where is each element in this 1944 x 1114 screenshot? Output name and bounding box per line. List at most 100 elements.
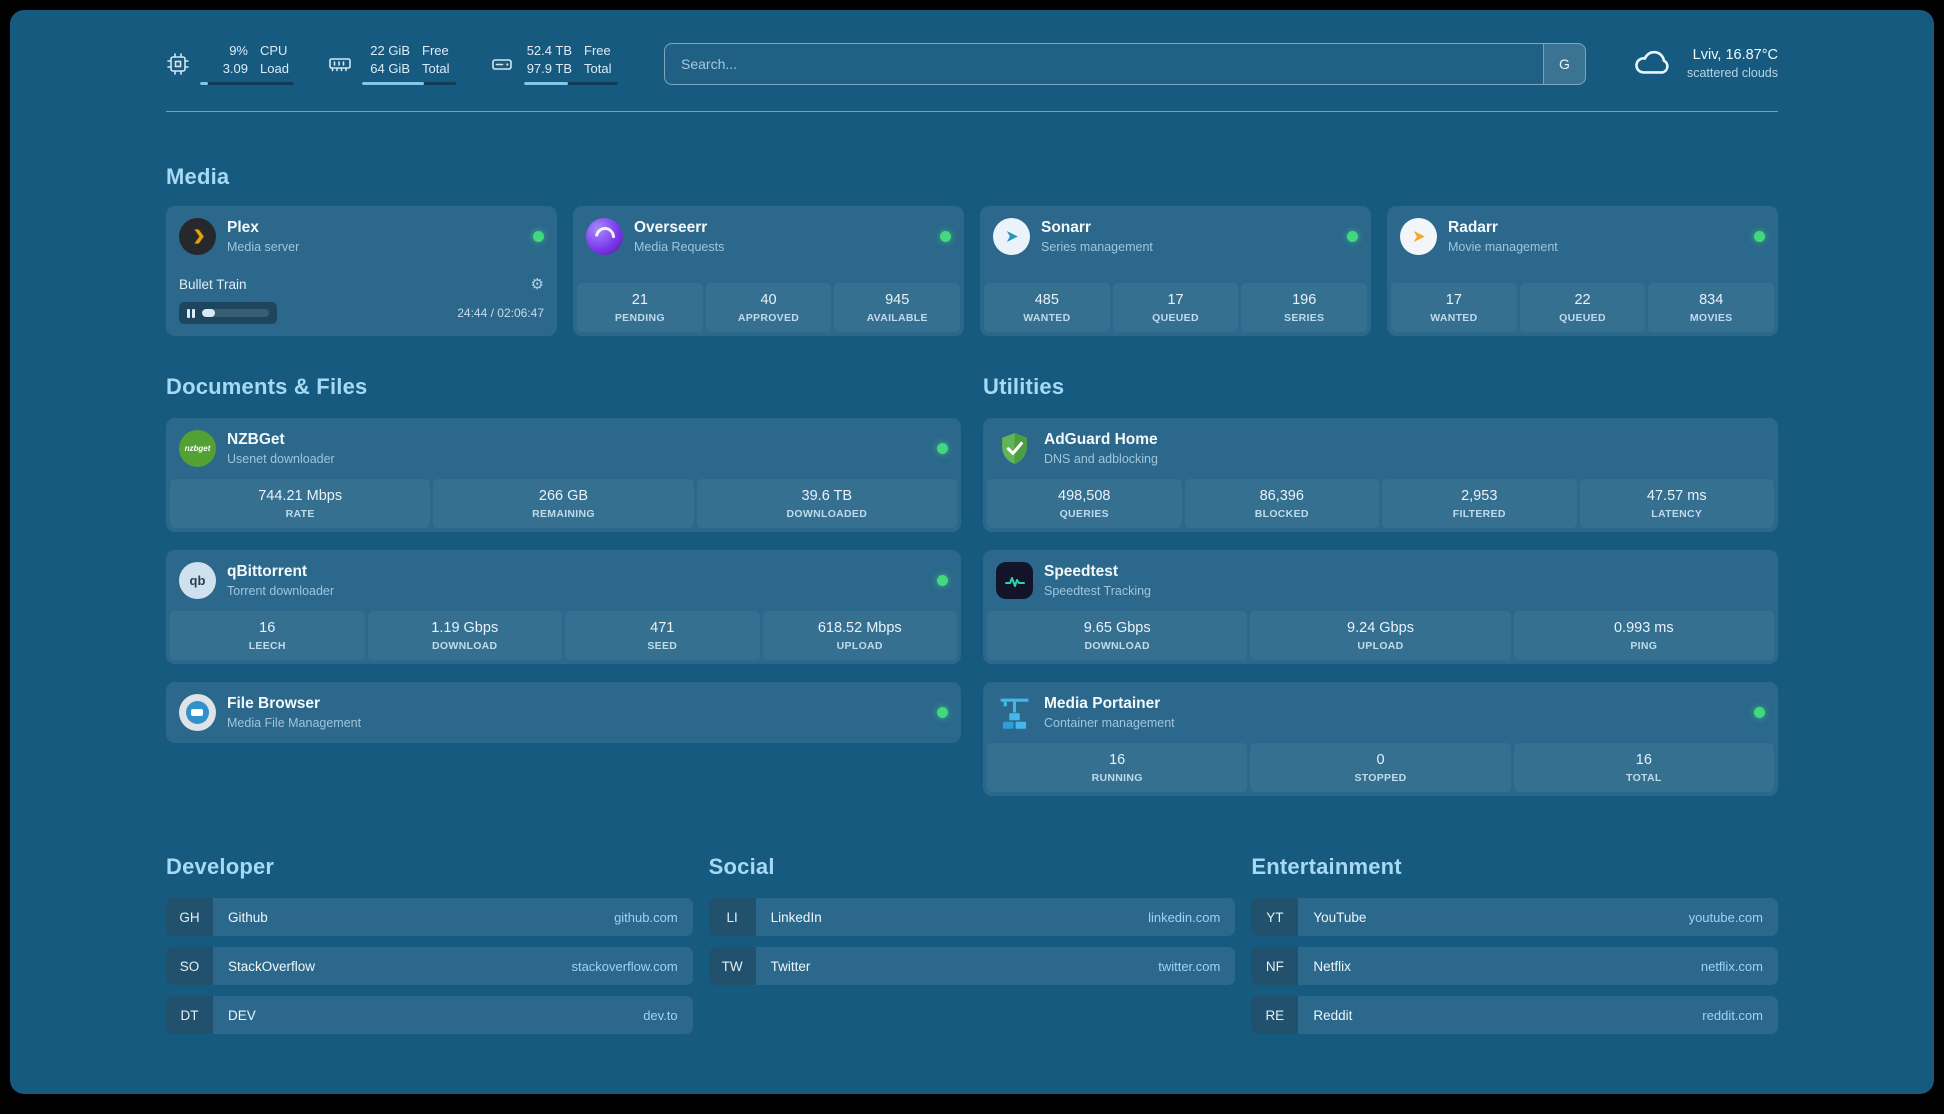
stat: 16 RUNNING [987,743,1248,792]
service-subtitle: Usenet downloader [227,452,335,467]
load-label: Load [260,61,289,76]
stat: 266 GB REMAINING [433,479,694,528]
bookmark-group-entertainment: Entertainment YT YouTube youtube.com NF … [1251,854,1778,1034]
disk-free: 52.4 TB [526,42,572,58]
section-title-social: Social [708,854,775,879]
service-subtitle: Media server [227,240,300,255]
stat: 40 APPROVED [705,283,832,332]
service-name: Sonarr [1041,218,1091,236]
stat: 196 SERIES [1241,283,1368,332]
status-dot [937,707,948,718]
service-link-sonarr[interactable]: Sonarr Series management [980,206,1371,267]
filebrowser-icon [179,694,216,731]
cpu-usage: 9% [229,42,248,58]
service-name: Radarr [1448,218,1498,236]
bookmark-url: twitter.com [1158,958,1221,974]
service-name: qBittorrent [227,562,308,580]
service-card-speedtest: Speedtest Speedtest Tracking 9.65 Gbps DO… [983,550,1778,664]
bookmark-url: stackoverflow.com [571,958,678,974]
stat: 17 QUEUED [1112,283,1239,332]
weather-condition: scattered clouds [1686,66,1778,80]
portainer-stats: 16 RUNNING 0 STOPPED 16 TOTAL [983,743,1778,796]
cpu-label: CPU [260,42,288,58]
stat: 9.24 Gbps UPLOAD [1250,611,1511,660]
search-provider-button[interactable]: G [1542,43,1585,84]
portainer-icon [996,694,1033,731]
pause-icon[interactable] [187,308,195,318]
service-name: Media Portainer [1044,694,1161,712]
service-subtitle: Media File Management [227,716,362,731]
stat: 618.52 Mbps UPLOAD [762,611,957,660]
service-card-radarr: Radarr Movie management 17 WANTED 22 QUEUE… [1387,206,1778,336]
service-name: File Browser [227,694,321,712]
stat: 9.65 Gbps DOWNLOAD [987,611,1248,660]
section-media: Media Plex Media server Bullet Train [166,164,1778,336]
stat: 39.6 TB DOWNLOADED [696,479,957,528]
service-link-speedtest[interactable]: Speedtest Speedtest Tracking [983,550,1778,611]
bookmark-name: Reddit [1313,1007,1353,1023]
stat: 17 WANTED [1391,283,1517,332]
service-link-qbittorrent[interactable]: qb qBittorrent Torrent downloader [166,550,961,611]
sonarr-icon [993,218,1030,255]
disk-free-label: Free [584,42,611,58]
plex-icon [179,218,216,255]
memory-total: 64 GiB [370,61,410,76]
stat: 744.21 Mbps RATE [170,479,431,528]
stat: 498,508 QUERIES [987,479,1182,528]
playback-control[interactable] [179,302,277,324]
resource-widgets: 9% CPU 3.09 Load 22 GiB Free 64 GiB Total [166,42,618,86]
service-link-adguard[interactable]: AdGuard Home DNS and adblocking [983,418,1778,479]
service-link-nzbget[interactable]: nzbget NZBGet Usenet downloader [166,418,961,479]
bookmark-name: Netflix [1313,958,1351,974]
stat: 471 SEED [565,611,760,660]
stat: 16 TOTAL [1513,743,1774,792]
service-card-nzbget: nzbget NZBGet Usenet downloader 744.21 M… [166,418,961,532]
memory-total-label: Total [422,61,450,76]
service-link-radarr[interactable]: Radarr Movie management [1387,206,1778,267]
bookmark-reddit[interactable]: RE Reddit reddit.com [1251,996,1778,1034]
bookmark-name: LinkedIn [770,909,822,925]
disk-bar [524,82,618,86]
service-subtitle: Movie management [1448,240,1558,255]
speedtest-stats: 9.65 Gbps DOWNLOAD 9.24 Gbps UPLOAD 0.993 … [983,611,1778,664]
service-card-qbittorrent: qb qBittorrent Torrent downloader 16 LEEC… [166,550,961,664]
bookmark-dev[interactable]: DT DEV dev.to [166,996,693,1034]
stat: 2,953 FILTERED [1382,479,1577,528]
bookmark-github[interactable]: GH Github github.com [166,898,693,936]
bookmark-url: github.com [614,909,678,925]
section-title-entertainment: Entertainment [1251,854,1402,879]
bookmark-url: dev.to [643,1007,678,1023]
bookmark-name: YouTube [1313,909,1367,925]
plex-now-playing: Bullet Train ⚙ 24:44 / 02:06:47 [166,277,557,336]
section-documents-files: Documents & Files nzbget NZBGet Usenet d… [166,374,961,743]
bookmark-name: DEV [228,1007,256,1023]
settings-gear-icon[interactable]: ⚙ [530,276,544,293]
bookmark-linkedin[interactable]: LI LinkedIn linkedin.com [708,898,1236,936]
bookmark-stackoverflow[interactable]: SO StackOverflow stackoverflow.com [166,947,693,985]
service-link-filebrowser[interactable]: File Browser Media File Management [166,682,961,743]
speedtest-icon [996,562,1033,599]
service-link-overseerr[interactable]: Overseerr Media Requests [573,206,964,267]
search-input[interactable] [665,43,1543,84]
weather-widget: Lviv, 16.87°C scattered clouds [1632,40,1778,87]
bookmark-name: Twitter [770,958,811,974]
playback-progress-track [201,309,269,317]
bookmark-netflix[interactable]: NF Netflix netflix.com [1251,947,1778,985]
disk-total: 97.9 TB [526,61,572,76]
nzbget-stats: 744.21 Mbps RATE 266 GB REMAINING 39.6 TB D… [166,479,961,532]
disk-total-label: Total [584,61,612,76]
bookmark-name: Github [228,909,268,925]
service-link-plex[interactable]: Plex Media server [166,206,557,267]
stat: 47.57 ms LATENCY [1579,479,1774,528]
bookmark-youtube[interactable]: YT YouTube youtube.com [1251,898,1778,936]
service-name: Speedtest [1044,562,1119,580]
service-subtitle: Speedtest Tracking [1044,584,1152,599]
service-subtitle: Series management [1041,240,1153,255]
memory-free-label: Free [422,42,449,58]
service-link-portainer[interactable]: Media Portainer Container management [983,682,1778,743]
service-subtitle: Media Requests [634,240,725,255]
bookmark-twitter[interactable]: TW Twitter twitter.com [708,947,1236,985]
overseerr-stats: 21 PENDING 40 APPROVED 945 AVAILABLE [573,283,964,336]
section-title-media: Media [166,164,230,189]
overseerr-icon [586,218,623,255]
